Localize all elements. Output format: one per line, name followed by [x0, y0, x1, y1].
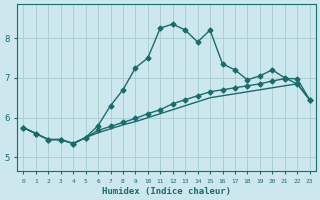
- X-axis label: Humidex (Indice chaleur): Humidex (Indice chaleur): [102, 187, 231, 196]
